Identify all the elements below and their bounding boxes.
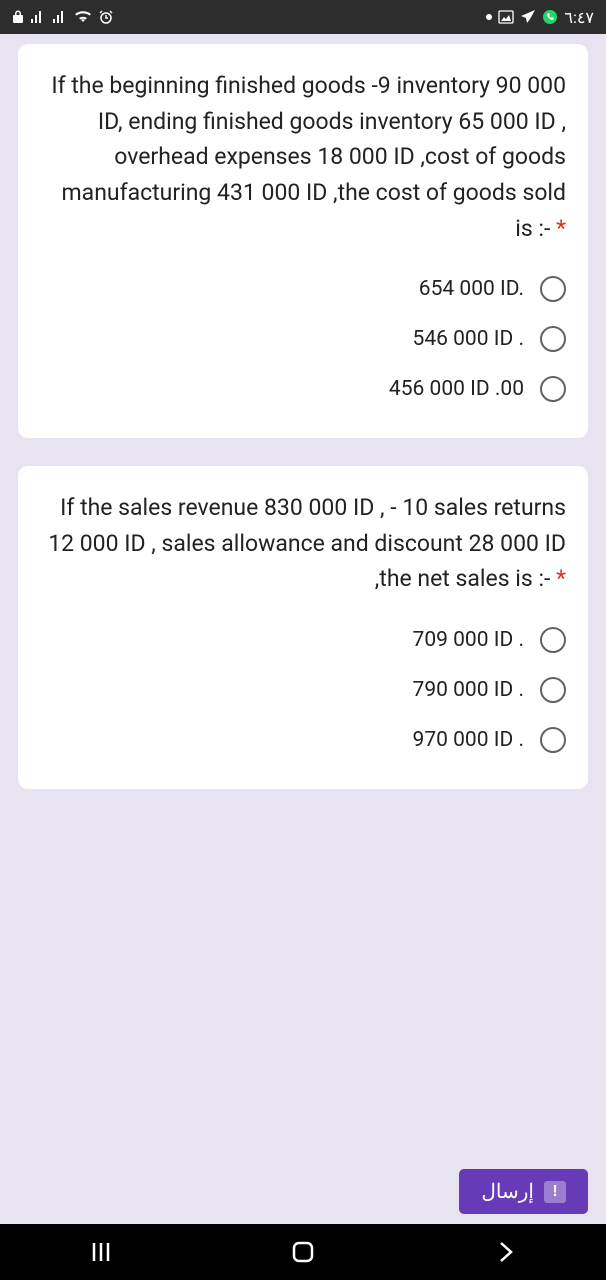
home-button[interactable] bbox=[290, 1239, 316, 1265]
radio-icon bbox=[540, 727, 566, 753]
options-group: 654 000 ID. 546 000 ID . 456 000 ID .00 bbox=[40, 268, 566, 410]
options-group: 709 000 ID . 790 000 ID . 970 000 ID . bbox=[40, 619, 566, 761]
form-content: If the beginning finished goods -9 inven… bbox=[0, 44, 606, 1169]
required-mark: * bbox=[556, 215, 566, 242]
option-row[interactable]: 709 000 ID . bbox=[40, 619, 566, 661]
option-row[interactable]: 456 000 ID .00 bbox=[40, 368, 566, 410]
signal-icon bbox=[30, 10, 46, 24]
option-row[interactable]: 546 000 ID . bbox=[40, 318, 566, 360]
radio-icon bbox=[540, 326, 566, 352]
alarm-icon bbox=[98, 9, 114, 25]
image-icon bbox=[498, 10, 514, 24]
submit-label: إرسال bbox=[481, 1179, 534, 1204]
option-label: 654 000 ID. bbox=[419, 277, 524, 301]
required-mark: * bbox=[556, 565, 566, 592]
signal-icon-2 bbox=[52, 10, 68, 24]
option-row[interactable]: 790 000 ID . bbox=[40, 669, 566, 711]
q-pre: If the sales revenue 830 000 ID , bbox=[60, 494, 390, 521]
question-text: If the beginning finished goods -9 inven… bbox=[40, 68, 566, 246]
question-card-10: If the sales revenue 830 000 ID , - 10 s… bbox=[18, 466, 588, 789]
radio-icon bbox=[540, 677, 566, 703]
radio-icon bbox=[540, 276, 566, 302]
question-text: If the sales revenue 830 000 ID , - 10 s… bbox=[40, 490, 566, 597]
warning-icon: ! bbox=[544, 1181, 566, 1203]
recent-apps-button[interactable] bbox=[88, 1239, 114, 1265]
status-bar: ٦:٤٧ bbox=[0, 0, 606, 34]
option-row[interactable]: 970 000 ID . bbox=[40, 719, 566, 761]
option-row[interactable]: 654 000 ID. bbox=[40, 268, 566, 310]
radio-icon bbox=[540, 627, 566, 653]
option-label: 790 000 ID . bbox=[413, 678, 524, 702]
option-label: 546 000 ID . bbox=[413, 327, 524, 351]
dot-icon bbox=[486, 14, 492, 20]
submit-button[interactable]: ! إرسال bbox=[459, 1169, 588, 1214]
back-button[interactable] bbox=[492, 1239, 518, 1265]
android-nav-bar bbox=[0, 1224, 606, 1280]
lock-icon bbox=[12, 10, 24, 24]
radio-icon bbox=[540, 376, 566, 402]
q-number: - 10 bbox=[390, 494, 428, 521]
submit-row: ! إرسال bbox=[0, 1169, 606, 1224]
q-pre: If the beginning finished goods bbox=[51, 72, 371, 99]
send-icon bbox=[520, 9, 536, 25]
clock-text: ٦:٤٧ bbox=[564, 8, 594, 27]
whatsapp-icon bbox=[542, 9, 558, 25]
wifi-icon bbox=[74, 10, 92, 24]
q-number: -9 bbox=[371, 72, 390, 99]
question-card-9: If the beginning finished goods -9 inven… bbox=[18, 44, 588, 438]
option-label: 456 000 ID .00 bbox=[389, 377, 524, 401]
option-label: 709 000 ID . bbox=[413, 628, 524, 652]
option-label: 970 000 ID . bbox=[413, 728, 524, 752]
